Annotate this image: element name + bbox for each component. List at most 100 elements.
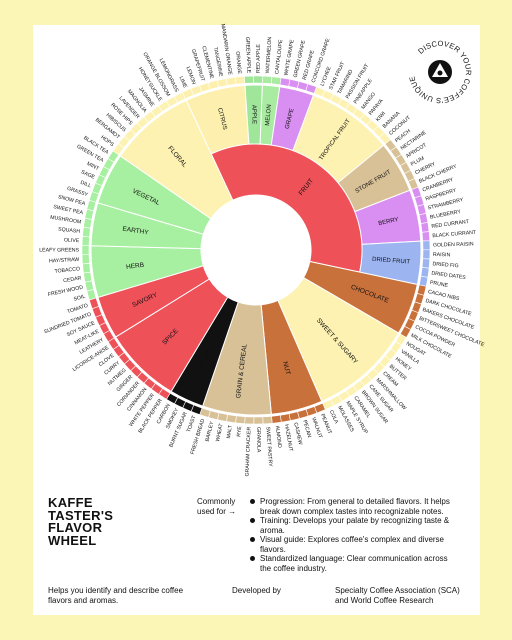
flavor-label: BARLEY bbox=[205, 420, 216, 442]
flavor-swatch bbox=[244, 75, 254, 84]
uses-item: Standardized language: Clear communicati… bbox=[250, 554, 460, 573]
flavor-swatch bbox=[225, 76, 237, 86]
flavor-label: RYE bbox=[236, 425, 243, 437]
title-line: WHEEL bbox=[48, 532, 97, 548]
flavor-swatch bbox=[81, 236, 90, 247]
subcategory-label: BERRY bbox=[378, 217, 399, 227]
flavor-label: HAZELNUT bbox=[283, 424, 294, 453]
flavor-label: SWEET PEA bbox=[53, 204, 84, 216]
flavor-label: DRIED FIG bbox=[432, 261, 459, 269]
flavor-swatch bbox=[271, 414, 282, 424]
flavor-swatch bbox=[83, 217, 93, 229]
flavor-swatch bbox=[421, 231, 431, 242]
flavor-swatch bbox=[81, 254, 90, 265]
flavor-label: TOAST bbox=[186, 414, 198, 433]
flavor-swatch bbox=[421, 258, 431, 269]
flavor-swatch bbox=[416, 204, 427, 216]
flavor-label: CEDAR bbox=[63, 275, 82, 284]
flavor-label: OLIVE bbox=[64, 237, 80, 244]
flavor-label: SWEET PASTRY bbox=[264, 426, 273, 467]
flavor-swatch bbox=[216, 78, 228, 88]
flavor-label: SOIL bbox=[73, 294, 86, 303]
uses-list: Progression: From general to detailed fl… bbox=[250, 497, 460, 573]
badge-dot bbox=[437, 70, 443, 76]
flavor-swatch bbox=[234, 76, 246, 85]
flavor-swatch bbox=[81, 245, 90, 256]
flavor-label: MALT bbox=[226, 424, 234, 439]
flavor-label: DRIED DATES bbox=[431, 271, 467, 282]
flavor-swatch bbox=[244, 416, 255, 425]
flavor-label: RED APPLE bbox=[256, 44, 262, 73]
uses-label: Commonly used for → bbox=[197, 497, 237, 516]
uses-item: Visual guide: Explores coffee's complex … bbox=[250, 535, 460, 554]
flavor-label: ALMOND bbox=[274, 425, 283, 448]
flavor-label: LEAFY GREENS bbox=[39, 248, 79, 254]
flavor-swatch bbox=[207, 80, 220, 90]
flavor-swatch bbox=[418, 275, 429, 287]
flavor-label: GOLDEN RAISIN bbox=[433, 241, 474, 248]
subcategory-label: APPLE bbox=[250, 105, 256, 124]
flavor-label: SAGE bbox=[80, 169, 96, 181]
flavor-label: LIME bbox=[178, 76, 189, 90]
subcategory-label: MELON bbox=[265, 104, 273, 126]
flavor-swatch bbox=[422, 240, 431, 251]
flavor-swatch bbox=[82, 263, 91, 274]
flavor-label: WATERMELON bbox=[265, 36, 273, 73]
flavor-label: GREEN APPLE bbox=[244, 37, 251, 74]
category-label: HERB bbox=[126, 262, 145, 271]
description: Helps you identify and describe coffee f… bbox=[48, 586, 184, 605]
flavor-label: BLUEBERRY bbox=[429, 209, 461, 221]
title-line: KAFFE bbox=[48, 495, 93, 510]
flavor-label: HAY/STRAW bbox=[49, 257, 80, 265]
flavor-label: BLACK CURRANT bbox=[432, 230, 477, 240]
flavor-label: ORANGE bbox=[234, 51, 242, 74]
flavor-swatch bbox=[262, 75, 273, 85]
flavor-label: COLA bbox=[328, 409, 340, 425]
subcategory-label: CITRUS bbox=[216, 107, 227, 130]
wheel-hole bbox=[201, 195, 311, 305]
flavor-label: RAISIN bbox=[433, 252, 451, 258]
flavor-label: CASHEW bbox=[292, 422, 303, 446]
flavor-swatch bbox=[84, 280, 95, 292]
uses-item: Progression: From general to detailed fl… bbox=[250, 497, 460, 516]
title-line: TASTER'S bbox=[48, 507, 114, 523]
flavor-label: RED CURRANT bbox=[431, 219, 470, 230]
flavor-swatch bbox=[418, 213, 429, 224]
flavor-swatch bbox=[235, 415, 246, 424]
category-label: EARTHY bbox=[122, 226, 150, 237]
flavor-swatch bbox=[83, 271, 93, 283]
title-line: FLAVOR bbox=[48, 520, 103, 535]
flavor-swatch bbox=[288, 411, 300, 421]
flavor-swatch bbox=[173, 91, 186, 103]
flavor-label: SQUASH bbox=[58, 227, 81, 235]
flavor-label: TOBACCO bbox=[54, 266, 80, 275]
flavor-label: GRAHAM CRACKER bbox=[245, 427, 253, 477]
flavor-swatch bbox=[253, 416, 264, 425]
developed-label: Developed by bbox=[232, 586, 281, 595]
flavor-label: CANTALOUPE bbox=[274, 39, 284, 75]
flavor-swatch bbox=[279, 413, 291, 423]
uses-item: Training: Develops your palate by recogn… bbox=[250, 516, 460, 535]
flavor-swatch bbox=[253, 75, 264, 84]
flavor-swatch bbox=[262, 415, 273, 425]
flavor-label: DILL bbox=[79, 180, 91, 190]
flavor-label: WHEAT bbox=[215, 422, 225, 442]
flavor-swatch bbox=[420, 222, 430, 233]
flavor-label: PECAN bbox=[301, 419, 312, 438]
flavor-label: MINT bbox=[86, 161, 101, 173]
flavor-label: TANGERINE bbox=[212, 47, 224, 78]
subcategory-label: GRAPE bbox=[285, 108, 296, 130]
title: KAFFE TASTER'S FLAVOR WHEEL bbox=[48, 495, 114, 548]
flavor-swatch bbox=[420, 267, 430, 278]
flavor-swatch bbox=[270, 76, 282, 86]
flavor-label: GRANOLA bbox=[255, 427, 261, 453]
flavor-label: PRUNE bbox=[429, 280, 448, 289]
subcategory-label: DRIED FRUIT bbox=[372, 257, 411, 266]
flavor-swatch bbox=[226, 414, 237, 424]
flavor-swatch bbox=[279, 77, 291, 87]
badge-triangle bbox=[432, 63, 448, 77]
flavor-swatch bbox=[82, 226, 91, 238]
developers: Specialty Coffee Association (SCA) and W… bbox=[335, 586, 460, 605]
flavor-label: MUSHROOM bbox=[50, 215, 82, 226]
